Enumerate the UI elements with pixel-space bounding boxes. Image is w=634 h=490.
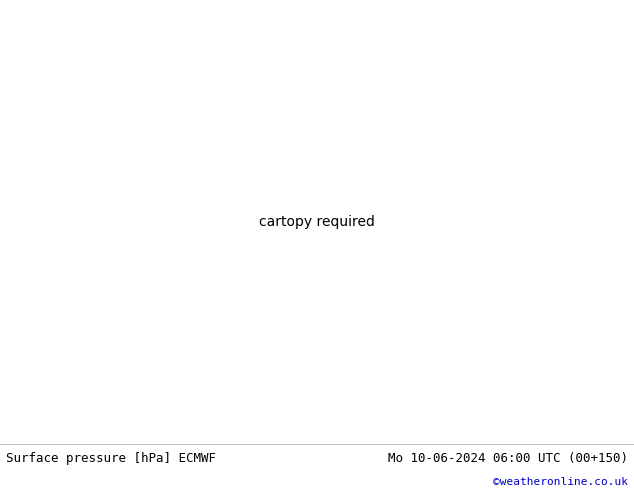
- Text: Mo 10-06-2024 06:00 UTC (00+150): Mo 10-06-2024 06:00 UTC (00+150): [387, 452, 628, 465]
- Text: Surface pressure [hPa] ECMWF: Surface pressure [hPa] ECMWF: [6, 452, 216, 465]
- Text: cartopy required: cartopy required: [259, 215, 375, 229]
- Text: ©weatheronline.co.uk: ©weatheronline.co.uk: [493, 477, 628, 487]
